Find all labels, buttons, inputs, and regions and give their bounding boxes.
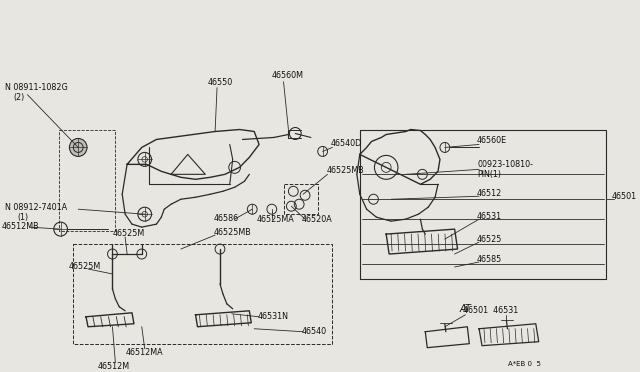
Text: 46520A: 46520A: [301, 215, 332, 224]
Text: A*EB 0  5: A*EB 0 5: [508, 360, 541, 367]
Text: 46550: 46550: [207, 78, 232, 87]
Text: 46585: 46585: [477, 254, 502, 263]
Text: AT: AT: [460, 304, 472, 314]
Text: 46501  46531: 46501 46531: [463, 306, 518, 315]
Text: 46531: 46531: [477, 212, 502, 221]
Text: 00923-10810-: 00923-10810-: [477, 160, 533, 169]
Text: 46512MB: 46512MB: [2, 222, 40, 231]
Text: PIN(1): PIN(1): [477, 170, 501, 179]
Text: (2): (2): [13, 93, 25, 102]
Text: 46531N: 46531N: [258, 312, 289, 321]
Text: 46525MB: 46525MB: [326, 166, 364, 175]
Text: 46512M: 46512M: [98, 362, 130, 371]
Text: 46525MB: 46525MB: [213, 228, 251, 237]
Text: N 08911-1082G: N 08911-1082G: [5, 83, 68, 92]
Text: 46540: 46540: [301, 327, 326, 336]
Text: 46525: 46525: [477, 235, 502, 244]
Text: 46525M: 46525M: [68, 263, 100, 272]
Text: 46560E: 46560E: [477, 136, 508, 145]
Text: 46560M: 46560M: [272, 71, 304, 80]
Text: 46540D: 46540D: [330, 139, 362, 148]
Circle shape: [69, 138, 87, 156]
Text: (1): (1): [17, 213, 29, 222]
Text: 46525MA: 46525MA: [256, 215, 294, 224]
Text: 46512MA: 46512MA: [125, 348, 163, 357]
Text: 46586: 46586: [213, 214, 238, 223]
Text: N 08912-7401A: N 08912-7401A: [5, 203, 67, 212]
Text: 46525M: 46525M: [113, 229, 145, 238]
Text: 46512: 46512: [477, 189, 502, 198]
Text: 46501: 46501: [612, 192, 637, 201]
